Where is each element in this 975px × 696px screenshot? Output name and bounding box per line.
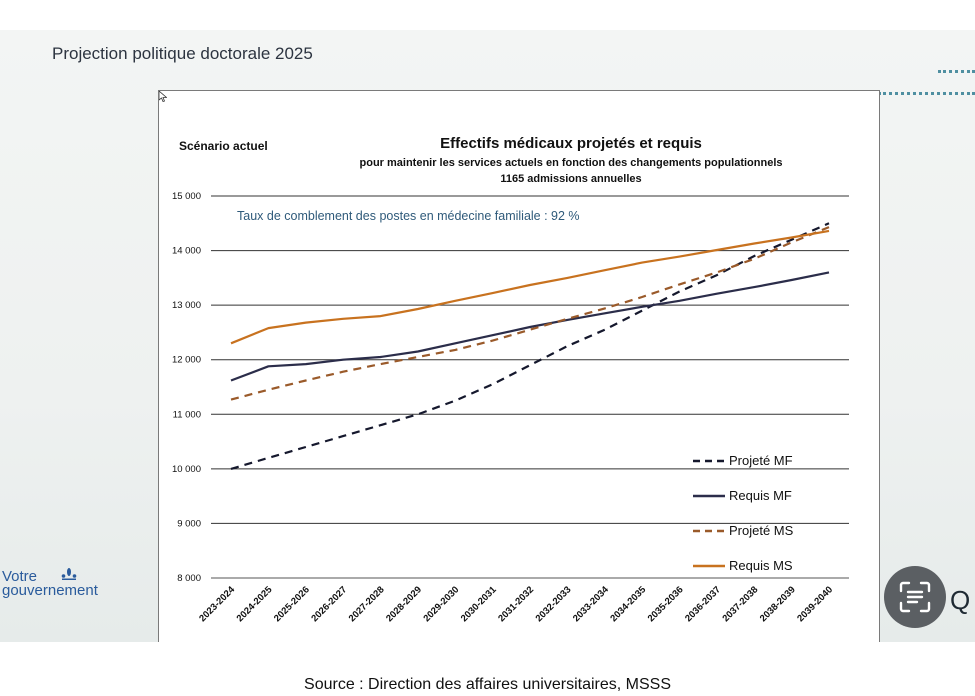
legend-label: Projeté MF	[729, 453, 793, 468]
y-tick-label: 10 000	[172, 464, 201, 475]
legend-label: Requis MF	[729, 488, 792, 503]
legend-swatch	[693, 494, 725, 497]
decorative-dots	[938, 70, 975, 73]
legend-swatch	[693, 529, 725, 532]
lens-scan-icon	[899, 581, 931, 613]
legend-item: Requis MF	[693, 478, 873, 513]
scenario-label: Scénario actuel	[179, 139, 268, 153]
x-tick-label: 2025-2026	[272, 584, 312, 624]
y-tick-label: 9 000	[177, 518, 201, 529]
series-line	[230, 226, 830, 401]
source-caption: Source : Direction des affaires universi…	[304, 676, 671, 693]
chart-subtitle-admissions: 1165 admissions annuelles	[500, 173, 642, 185]
fleur-de-lis-icon	[61, 568, 77, 580]
x-tick-label: 2023-2024	[197, 584, 237, 624]
x-tick-label: 2026-2027	[309, 584, 349, 624]
x-tick-label: 2028-2029	[384, 584, 424, 624]
logo-text-votre: Votre	[2, 568, 38, 585]
x-tick-label: 2031-2032	[496, 584, 536, 624]
legend-label: Requis MS	[729, 558, 793, 573]
y-tick-label: 14 000	[172, 246, 201, 257]
lens-scan-button[interactable]	[884, 566, 946, 628]
legend-label: Projeté MS	[729, 523, 794, 538]
legend-item: Projeté MS	[693, 513, 873, 548]
y-tick-label: 13 000	[172, 300, 201, 311]
legend-swatch	[693, 459, 725, 462]
chart-svg: 8 000 9 000 10 000 11 000 12 000 13 000 14 000…	[172, 191, 849, 624]
x-tick-label: 2024-2025	[235, 584, 275, 624]
logo-text-gouvernement: gouvernement	[2, 582, 98, 599]
chart-panel: 8 000 9 000 10 000 11 000 12 000 13 000 14 000…	[158, 90, 880, 642]
chart-legend: Projeté MF Requis MF Projeté MS Requis MS	[693, 443, 873, 583]
y-tick-label: 15 000	[172, 191, 201, 202]
x-tick-label: 2027-2028	[347, 584, 387, 624]
chart-subtitle: pour maintenir les services actuels en f…	[359, 157, 783, 169]
x-tick-label: 2039-2040	[795, 584, 835, 624]
legend-item: Projeté MF	[693, 443, 873, 478]
mouse-cursor-icon	[159, 91, 167, 102]
x-tick-label: 2030-2031	[459, 584, 499, 624]
y-tick-label: 8 000	[177, 573, 201, 584]
x-tick-label: 2033-2034	[571, 584, 611, 624]
x-tick-label: 2038-2039	[758, 584, 798, 624]
y-tick-label: 11 000	[173, 409, 201, 420]
government-logo: Votre gouvernement	[2, 568, 98, 599]
series-line	[230, 222, 830, 470]
series-line	[230, 229, 830, 345]
y-tick-label: 12 000	[172, 355, 201, 366]
x-tick-label: 2036-2037	[683, 584, 723, 624]
chart-title: Effectifs médicaux projetés et requis	[440, 135, 702, 152]
fill-rate-annotation: Taux de comblement des postes en médecin…	[237, 209, 580, 223]
corner-letter: Q	[950, 585, 971, 615]
legend-swatch	[693, 564, 725, 567]
x-tick-label: 2035-2036	[646, 584, 686, 624]
legend-item: Requis MS	[693, 548, 873, 583]
decorative-dots	[878, 92, 975, 95]
x-tick-label: 2034-2035	[608, 584, 648, 624]
slide-title: Projection politique doctorale 2025	[52, 44, 313, 63]
x-tick-label: 2032-2033	[534, 584, 574, 624]
slide-photo: Projection politique doctorale 2025 8 00…	[0, 30, 975, 642]
x-tick-label: 2029-2030	[421, 584, 461, 624]
x-tick-label: 2037-2038	[720, 584, 760, 624]
series-line	[230, 271, 830, 382]
